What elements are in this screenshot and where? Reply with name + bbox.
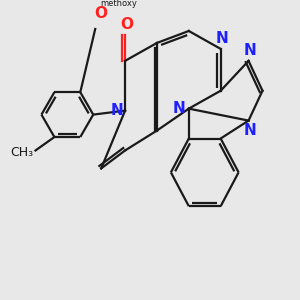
Text: N: N bbox=[172, 101, 185, 116]
Text: O: O bbox=[120, 17, 133, 32]
Text: N: N bbox=[216, 32, 228, 46]
Text: N: N bbox=[244, 123, 256, 138]
Text: CH₃: CH₃ bbox=[10, 146, 33, 159]
Text: methoxy: methoxy bbox=[101, 0, 138, 8]
Text: N: N bbox=[244, 43, 256, 58]
Text: O: O bbox=[95, 6, 108, 21]
Text: N: N bbox=[111, 103, 124, 118]
